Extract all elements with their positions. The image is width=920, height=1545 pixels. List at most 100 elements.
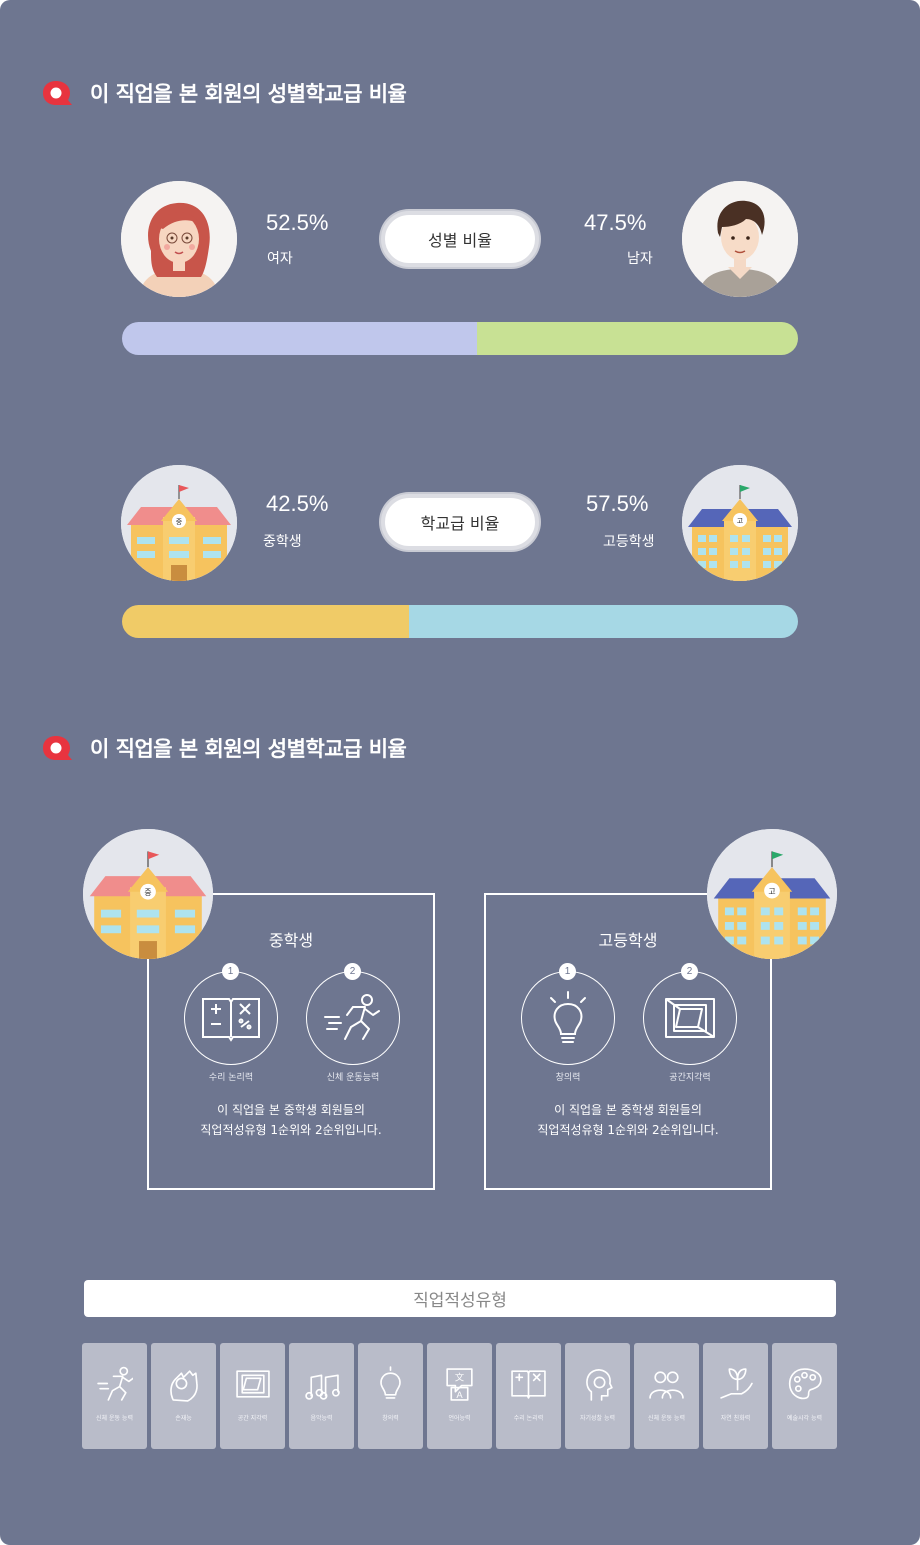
rank-label: 신체 운동능력 (326, 1073, 380, 1083)
runner-icon (97, 1366, 133, 1401)
middle-school-card: 중학생 1 수리 논리력 2 (147, 893, 435, 1190)
middle-school-label: 중학생 (263, 534, 302, 550)
card-title: 중학생 (268, 931, 314, 950)
aptitude-title: 직업적성유형 (413, 1291, 507, 1311)
aptitude-tile[interactable]: 文 A 언어능력 (427, 1343, 492, 1449)
aptitude-title-bar: 직업적성유형 (84, 1280, 836, 1317)
aptitude-tile-label: 손재능 (175, 1415, 192, 1422)
rank-badge: 2 (344, 963, 361, 980)
school-ratio-pill: 학교급 비율 (381, 494, 539, 550)
lightbulb-icon (550, 991, 586, 1043)
rank-circle (184, 971, 278, 1065)
middle-school-badge: 중 (176, 518, 183, 526)
palette-icon (788, 1368, 822, 1400)
card-description-line-1: 이 직업을 본 중학생 회원들의 (554, 1103, 702, 1117)
music-icon (305, 1374, 340, 1400)
aptitude-tile-label: 공간 지각력 (237, 1415, 268, 1422)
high-school-avatar: 고 (682, 465, 798, 581)
section-title-1: 이 직업을 본 회원의 성별학교급 비율 (42, 78, 407, 108)
middle-school-card-avatar: 중 (83, 829, 213, 959)
svg-text:文: 文 (455, 1371, 464, 1383)
aptitude-tile[interactable]: 수리 논리력 (496, 1343, 561, 1449)
aptitude-tile-label: 예술시각 능력 (786, 1415, 823, 1422)
card-description-line-2: 직업적성유형 1순위와 2순위입니다. (200, 1123, 382, 1137)
cube-icon (236, 1370, 270, 1398)
high-school-card-avatar: 고 (707, 829, 837, 959)
card-title: 고등학생 (598, 931, 658, 950)
high-school-bar-segment (409, 605, 798, 638)
female-percent: 52.5% (266, 210, 329, 235)
high-school-building-icon: 고 (682, 465, 798, 581)
rank-circle (306, 971, 400, 1065)
lightbulb-icon (380, 1366, 401, 1399)
runner-icon (324, 994, 380, 1040)
high-school-percent: 57.5% (586, 491, 649, 516)
gender-ratio-bar (122, 322, 798, 355)
aptitude-tile-label: 수리 논리력 (513, 1415, 544, 1422)
male-avatar (682, 181, 798, 297)
section-title-2: 이 직업을 본 회원의 성별학교급 비율 (42, 733, 407, 763)
math-book-icon (202, 998, 260, 1042)
gender-ratio-pill: 성별 비율 (381, 211, 539, 267)
aptitude-tile-label: 음악능력 (310, 1415, 333, 1422)
aptitude-tile-label: 신체 운동 능력 (648, 1415, 685, 1422)
male-label: 남자 (627, 251, 653, 267)
middle-school-badge: 중 (144, 888, 151, 897)
rank-badge: 1 (559, 963, 576, 980)
high-school-label: 고등학생 (603, 534, 655, 550)
rank-label: 공간지각력 (669, 1073, 711, 1083)
aptitude-tile[interactable]: 자연 친화력 (703, 1343, 768, 1449)
rank-badge: 1 (222, 963, 239, 980)
svg-text:A: A (456, 1390, 463, 1401)
head-icon (586, 1369, 613, 1401)
female-label: 여자 (267, 251, 293, 267)
rank-1-item: 1 창의력 (521, 963, 615, 1083)
hand-icon (170, 1370, 198, 1402)
gender-ratio-pill-label: 성별 비율 (428, 231, 492, 250)
school-ratio-pill-label: 학교급 비율 (420, 514, 500, 533)
rank-circle (643, 971, 737, 1065)
male-percent: 47.5% (584, 210, 647, 235)
card-description-line-1: 이 직업을 본 중학생 회원들의 (217, 1103, 365, 1117)
middle-school-bar-segment (122, 605, 410, 638)
aptitude-tile-label: 창의력 (382, 1415, 399, 1422)
rank-1-item: 1 수리 논리력 (184, 963, 278, 1083)
aptitude-tile[interactable]: 창의력 (358, 1343, 423, 1449)
girl-icon (121, 181, 237, 297)
female-bar-segment (122, 322, 477, 355)
aptitude-tile[interactable]: 손재능 (151, 1343, 216, 1449)
aptitude-tile-label: 자연 친화력 (720, 1415, 751, 1422)
card-description: 이 직업을 본 중학생 회원들의 직업적성유형 1순위와 2순위입니다. (486, 1100, 770, 1140)
card-description: 이 직업을 본 중학생 회원들의 직업적성유형 1순위와 2순위입니다. (149, 1100, 433, 1140)
cube-icon (665, 998, 715, 1038)
rank-2-item: 2 공간지각력 (643, 963, 737, 1083)
aptitude-tile[interactable]: 예술시각 능력 (772, 1343, 837, 1449)
section-title-text: 이 직업을 본 회원의 성별학교급 비율 (90, 82, 407, 106)
middle-school-building-icon: 중 (83, 829, 213, 959)
search-bubble-icon (43, 81, 72, 105)
high-school-badge: 고 (737, 517, 744, 525)
aptitude-tile[interactable]: 음악능력 (289, 1343, 354, 1449)
middle-school-building-icon: 중 (121, 465, 237, 581)
aptitude-tile[interactable]: 신체 운동 능력 (634, 1343, 699, 1449)
language-icon: 文A (446, 1368, 473, 1401)
aptitude-tile[interactable]: 자기성찰 능력 (565, 1343, 630, 1449)
aptitude-tile-label: 신체 운동 능력 (96, 1415, 133, 1422)
aptitude-tiles: 신체 운동 능력 손재능 공간 지각력 음악능력 창의력 文 A 언어능력 수리 논리력 자기성찰… (82, 1343, 837, 1449)
high-school-building-icon: 고 (707, 829, 837, 959)
card-description-line-2: 직업적성유형 1순위와 2순위입니다. (537, 1123, 719, 1137)
rank-label: 창의력 (555, 1073, 581, 1083)
female-avatar (121, 181, 237, 297)
plant-hand-icon (720, 1368, 753, 1399)
aptitude-tile-label: 언어능력 (448, 1415, 471, 1422)
rank-label: 수리 논리력 (208, 1073, 254, 1083)
school-ratio-bar (122, 605, 798, 638)
aptitude-tile-label: 자기성찰 능력 (579, 1415, 616, 1422)
middle-school-percent: 42.5% (266, 491, 329, 516)
high-school-card: 고등학생 1 창의력 2 공간지각력 (484, 893, 772, 1190)
rank-badge: 2 (681, 963, 698, 980)
aptitude-tile[interactable]: 공간 지각력 (220, 1343, 285, 1449)
section-title-text: 이 직업을 본 회원의 성별학교급 비율 (90, 737, 407, 761)
aptitude-tile[interactable]: 신체 운동 능력 (82, 1343, 147, 1449)
